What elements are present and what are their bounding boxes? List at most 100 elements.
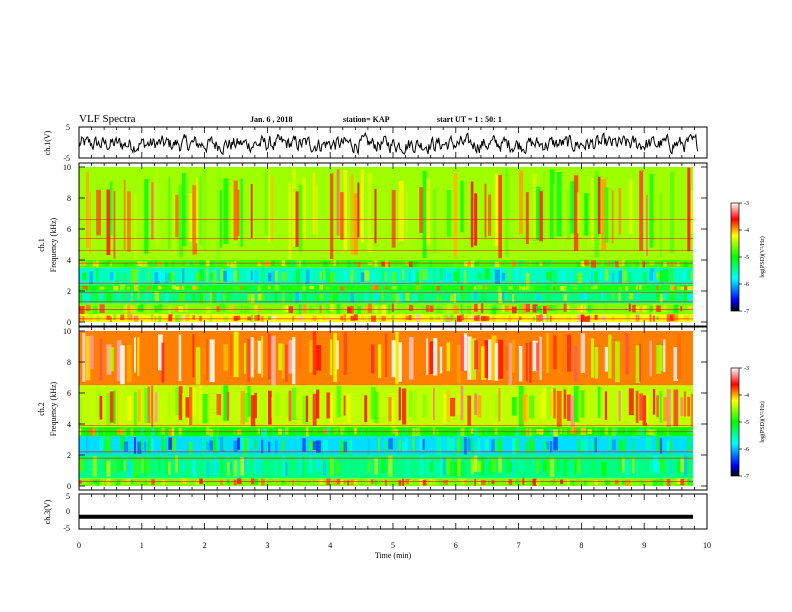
- spectrogram-streak: [384, 286, 390, 290]
- spectrogram-streak: [580, 438, 584, 451]
- spectrogram-streak: [687, 294, 693, 302]
- spectrogram-streak: [202, 458, 207, 475]
- spectrogram-streak: [532, 304, 538, 313]
- spectrogram-streak: [601, 479, 606, 485]
- spectrogram-streak: [670, 268, 673, 284]
- spectrogram-streak: [467, 478, 470, 486]
- spectrogram-streak: [398, 291, 403, 303]
- spectrogram-streak: [542, 387, 548, 420]
- spectrogram-streak: [264, 478, 269, 486]
- spectrogram-streak: [350, 174, 354, 256]
- spectrogram-streak: [522, 286, 526, 291]
- spectrogram-streak: [223, 344, 229, 371]
- spectrogram-streak: [233, 479, 237, 486]
- spectrogram-streak: [268, 441, 271, 453]
- colorbar-tick-label: -5: [744, 255, 749, 261]
- spectrogram-streak: [360, 315, 364, 320]
- spectrogram-streak: [549, 441, 553, 453]
- spectrogram-streak: [649, 340, 652, 377]
- spectrogram-streak: [433, 387, 435, 420]
- spectrogram-streak: [446, 457, 452, 476]
- spectrogram-streak: [281, 285, 286, 291]
- spectrogram-streak: [666, 478, 671, 486]
- spectrogram-streak: [189, 441, 193, 455]
- spectrogram-streak: [690, 270, 693, 281]
- spectrogram-streak: [106, 315, 111, 320]
- spectrogram-streak: [247, 386, 251, 417]
- spectrogram-streak: [82, 261, 86, 266]
- spectrogram-streak: [106, 436, 111, 454]
- spectrogram-streak: [508, 305, 514, 312]
- spectrogram-streak: [529, 428, 533, 436]
- spectrogram-streak: [419, 479, 424, 486]
- spectrogram-streak: [415, 314, 421, 322]
- spectrogram-streak: [123, 293, 126, 300]
- spectrogram-streak: [639, 260, 642, 268]
- spectrogram-streak: [443, 437, 446, 450]
- spectrogram-streak: [436, 461, 441, 475]
- spectrogram-streak: [529, 480, 534, 485]
- spectrogram-streak: [271, 260, 275, 267]
- spectrogram-streak: [206, 291, 209, 302]
- spectrogram-streak: [213, 293, 218, 303]
- spectrogram-streak: [161, 285, 164, 291]
- spectrogram-streak: [271, 397, 275, 418]
- spectrogram-streak: [659, 261, 664, 267]
- spectrogram-streak: [622, 457, 625, 473]
- spectrogram-streak: [285, 393, 290, 417]
- spectrogram-streak: [642, 395, 647, 426]
- spectrogram-streak: [195, 439, 199, 453]
- spectrogram-streak: [137, 427, 140, 435]
- spectrogram-streak: [477, 285, 483, 290]
- spectrogram-streak: [271, 316, 277, 321]
- spectrogram-streak: [429, 461, 433, 473]
- spectrogram-streak: [690, 441, 693, 450]
- spectrogram-streak: [333, 332, 338, 383]
- spectrogram-streak: [463, 333, 468, 371]
- spectrogram-streak: [402, 286, 407, 290]
- spectrogram-streak: [560, 428, 563, 435]
- spectrogram-streak: [687, 286, 693, 291]
- spectrogram-streak: [670, 480, 673, 486]
- spectrogram-streak: [505, 305, 510, 312]
- spectrogram-streak: [591, 304, 594, 313]
- spectrogram-streak: [384, 271, 387, 282]
- spectrogram-streak: [134, 285, 139, 291]
- spectrogram-streak: [140, 437, 143, 450]
- spectrogram-streak: [518, 460, 524, 472]
- spectrogram-streak: [247, 316, 252, 321]
- spectrogram-streak: [192, 334, 195, 378]
- spectrogram-streak: [120, 303, 124, 312]
- spectrogram-streak: [343, 314, 346, 322]
- spectrogram-streak: [329, 304, 335, 312]
- spectrogram-streak: [168, 285, 171, 291]
- spectrogram-streak: [567, 334, 572, 372]
- spectrogram-streak: [498, 339, 504, 379]
- spectrogram-streak: [202, 438, 206, 454]
- spectrogram-streak: [319, 479, 324, 485]
- spectrogram-streak: [484, 316, 490, 321]
- spectrogram-streak: [364, 395, 368, 423]
- spectrogram-streak: [274, 285, 279, 291]
- spectrogram-streak: [443, 268, 446, 281]
- spectrogram-streak: [615, 480, 619, 485]
- spectrogram-streak: [532, 340, 538, 372]
- spectrogram-streak: [213, 286, 215, 290]
- spectrogram-streak: [625, 460, 629, 476]
- spectrogram-streak: [353, 387, 356, 416]
- spectrogram-streak: [694, 459, 696, 472]
- spectrogram-streak: [237, 437, 240, 450]
- spectrogram-streak: [405, 333, 409, 383]
- spectrogram-streak: [563, 389, 567, 419]
- spectrogram-streak: [573, 345, 578, 382]
- spectrogram-streak: [244, 343, 246, 374]
- spectrogram-streak: [223, 437, 226, 451]
- spectrogram-streak: [244, 437, 248, 455]
- spectrogram-streak: [488, 480, 490, 485]
- spectrogram-streak: [360, 306, 364, 314]
- spectrogram-streak: [216, 291, 220, 303]
- spectrogram-streak: [580, 333, 586, 373]
- spectrogram-streak: [656, 285, 659, 291]
- spectrogram-streak: [89, 292, 94, 302]
- spectrogram-streak: [515, 269, 518, 285]
